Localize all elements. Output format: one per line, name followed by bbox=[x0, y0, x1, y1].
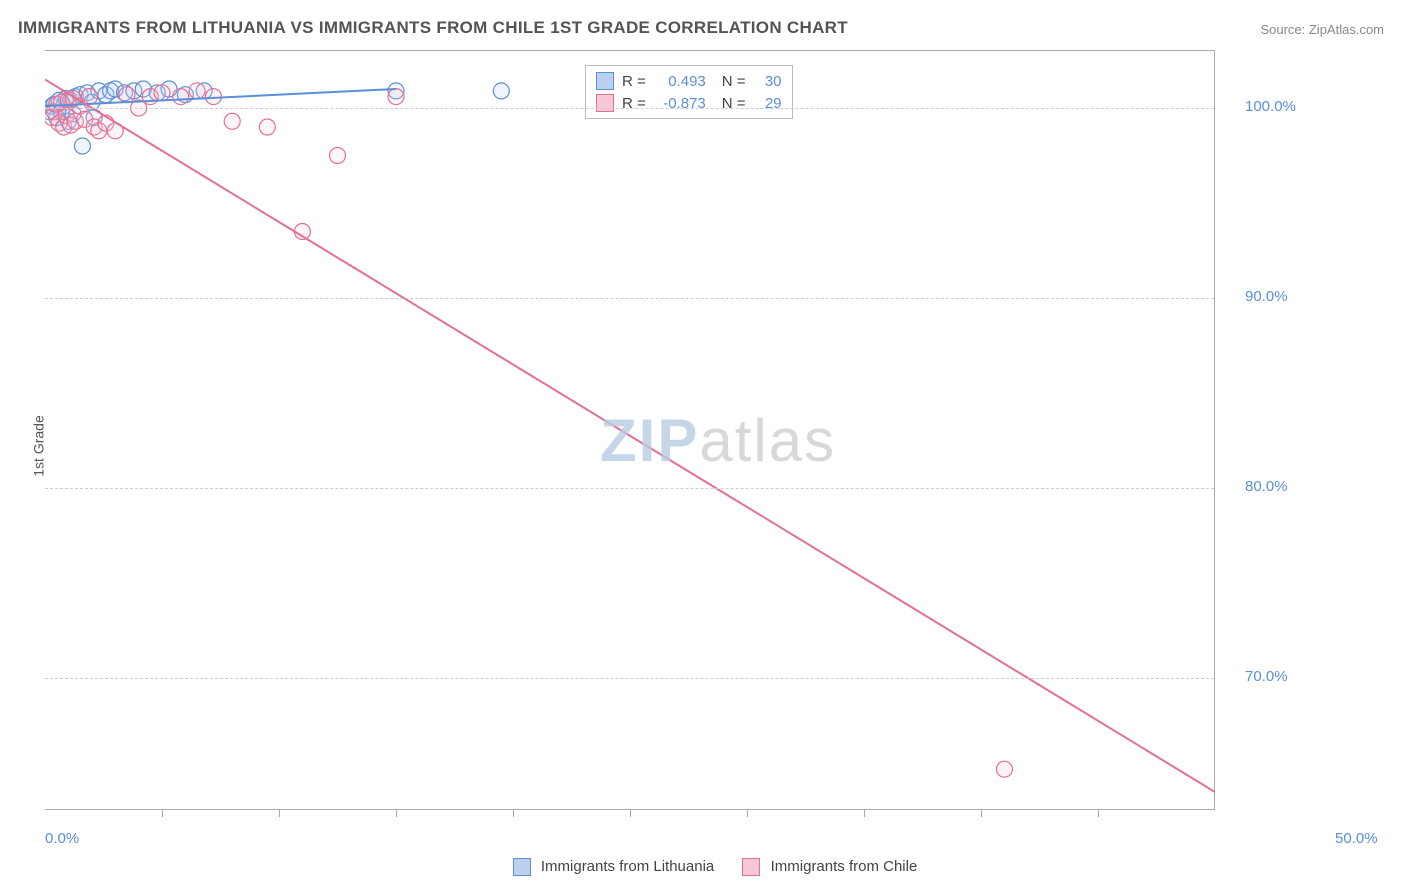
y-tick-label: 70.0% bbox=[1245, 668, 1288, 685]
x-tick bbox=[747, 810, 748, 817]
data-point bbox=[74, 138, 90, 154]
grid-line bbox=[45, 488, 1214, 489]
data-point bbox=[259, 119, 275, 135]
data-point bbox=[173, 89, 189, 105]
bottom-swatch-lithuania bbox=[513, 858, 531, 876]
grid-line bbox=[45, 678, 1214, 679]
bottom-swatch-chile bbox=[742, 858, 760, 876]
legend-row-lithuania: R = 0.493 N = 30 bbox=[596, 70, 782, 92]
data-point bbox=[493, 83, 509, 99]
x-tick bbox=[1098, 810, 1099, 817]
grid-line bbox=[45, 108, 1214, 109]
data-point bbox=[224, 113, 240, 129]
trend-line bbox=[45, 80, 1215, 793]
x-tick bbox=[981, 810, 982, 817]
lithuania-r-value: 0.493 bbox=[654, 73, 706, 90]
x-axis-end-label: 50.0% bbox=[1335, 830, 1378, 847]
x-tick bbox=[396, 810, 397, 817]
r-label: R = bbox=[622, 73, 646, 90]
x-tick bbox=[513, 810, 514, 817]
legend-swatch-chile bbox=[596, 94, 614, 112]
chart-plot-area: ZIPatlas R = 0.493 N = 30 R = -0.873 N =… bbox=[45, 50, 1215, 810]
data-point bbox=[189, 83, 205, 99]
data-point bbox=[205, 89, 221, 105]
n-label: N = bbox=[722, 73, 746, 90]
data-point bbox=[330, 148, 346, 164]
series-legend: Immigrants from Lithuania Immigrants fro… bbox=[0, 858, 1406, 876]
x-tick bbox=[630, 810, 631, 817]
data-point bbox=[154, 85, 170, 101]
source-attribution: Source: ZipAtlas.com bbox=[1260, 22, 1384, 37]
data-point bbox=[119, 87, 135, 103]
x-tick bbox=[162, 810, 163, 817]
chile-series-label: Immigrants from Chile bbox=[771, 858, 918, 875]
x-tick bbox=[279, 810, 280, 817]
legend-row-chile: R = -0.873 N = 29 bbox=[596, 92, 782, 114]
x-axis-start-label: 0.0% bbox=[45, 830, 79, 847]
legend-swatch-lithuania bbox=[596, 72, 614, 90]
grid-line bbox=[45, 298, 1214, 299]
x-tick bbox=[864, 810, 865, 817]
chart-svg bbox=[45, 51, 1215, 811]
lithuania-n-value: 30 bbox=[754, 73, 782, 90]
y-tick-label: 90.0% bbox=[1245, 288, 1288, 305]
y-tick-label: 80.0% bbox=[1245, 478, 1288, 495]
data-point bbox=[388, 89, 404, 105]
chart-title: IMMIGRANTS FROM LITHUANIA VS IMMIGRANTS … bbox=[18, 18, 848, 38]
correlation-legend-box: R = 0.493 N = 30 R = -0.873 N = 29 bbox=[585, 65, 793, 119]
y-tick-label: 100.0% bbox=[1245, 98, 1296, 115]
lithuania-series-label: Immigrants from Lithuania bbox=[541, 858, 714, 875]
data-point bbox=[996, 761, 1012, 777]
